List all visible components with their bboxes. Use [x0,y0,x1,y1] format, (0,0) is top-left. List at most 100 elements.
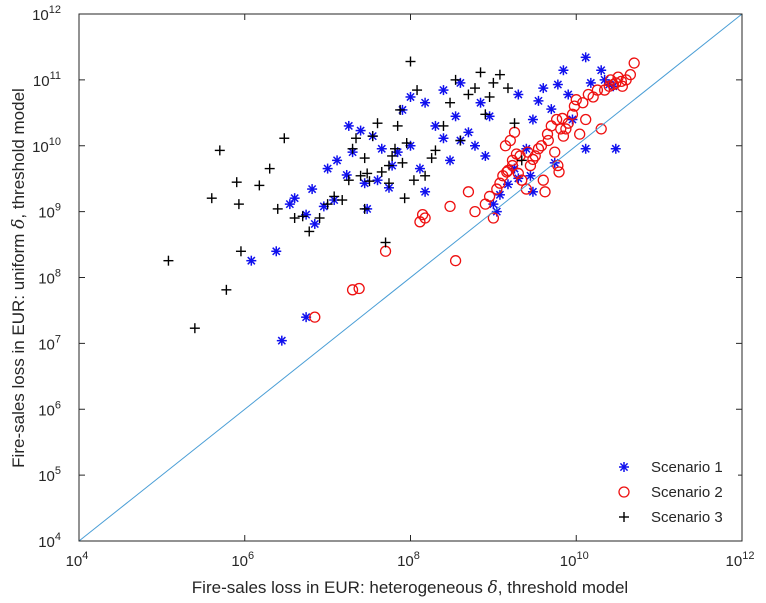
data-point-s1-34 [469,140,480,151]
data-point-s2-7 [444,200,456,213]
data-point-s2-41 [574,128,586,140]
data-point-s1-9 [307,184,318,195]
y-tick-label-7: 107 [38,333,61,353]
data-point-s3-21 [347,143,358,154]
data-point-s2-39 [566,108,579,120]
data-point-s3-42 [438,120,449,131]
data-point-s3-20 [343,175,354,186]
data-point-s1-37 [494,189,505,200]
axis-tick-labels: 104 106 108 1010 1012 104 105 106 107 108 109 1010 1… [32,4,754,570]
data-point-s3-40 [426,153,437,164]
data-point-s2-37 [557,130,570,142]
data-point-s3-32 [389,143,400,154]
data-point-s2-10 [469,205,481,218]
y-tick-label-8: 108 [38,268,61,288]
data-point-s3-24 [359,153,370,164]
x-tick-label-8: 108 [397,550,420,570]
data-point-s1-45 [552,79,563,90]
data-point-s2-29 [532,143,545,155]
data-point-s1-29 [438,133,449,144]
axis-ticks [78,13,743,542]
data-point-s1-47 [563,89,574,100]
legend-label-scenario-2: Scenario 2 [651,484,723,501]
data-point-s3-17 [322,199,333,210]
legend: Scenario 1 Scenario 2 Scenario 3 [590,454,738,536]
data-point-s2-59 [616,80,629,92]
data-point-s3-50 [484,91,495,102]
data-point-s3-51 [488,77,499,88]
data-point-s3-7 [235,246,246,257]
data-point-s1-68 [610,143,621,154]
x-tick-label-10: 1010 [560,550,589,570]
data-point-s1-0 [246,255,257,266]
x-tick-label-6: 106 [231,550,254,570]
data-point-s3-22 [351,133,362,144]
data-point-s3-2 [206,193,217,204]
data-point-s2-54 [624,69,637,81]
data-point-s2-68 [553,166,565,178]
data-point-s1-5 [289,193,300,204]
data-point-s2-9 [462,186,475,198]
y-axis-label: Fire-sales loss in EUR: uniform δ, thres… [9,88,29,468]
data-point-s3-54 [509,118,520,129]
data-point-s1-31 [450,111,461,122]
legend-symbol-3 [619,512,629,522]
x-tick-label-4: 104 [66,550,89,570]
data-point-s3-5 [231,177,242,188]
data-point-s1-46 [558,65,569,76]
data-point-s2-65 [560,123,572,135]
data-point-s2-60 [550,113,563,126]
data-point-s1-40 [521,143,532,154]
data-point-s2-58 [604,74,617,86]
legend-marker-scenario-2 [618,486,630,498]
data-point-s3-35 [397,157,408,168]
data-point-s3-59 [408,175,419,186]
data-point-s2-12 [483,190,496,203]
legend-marker-scenario-3 [619,512,629,522]
data-point-s3-28 [376,166,387,177]
data-point-s2-6 [419,212,431,224]
data-point-s2-56 [568,100,581,112]
data-point-s1-19 [355,125,366,136]
data-point-s1-50 [513,89,524,100]
data-point-s3-57 [383,178,394,189]
data-point-s3-19 [337,195,348,206]
data-point-s2-0 [309,311,321,323]
data-point-s2-67 [506,159,519,172]
data-point-s3-29 [380,237,391,248]
y-tick-label-11: 1011 [33,70,61,90]
data-point-s1-35 [480,150,491,161]
data-point-s2-26 [524,159,537,172]
data-point-s2-5 [416,208,429,221]
data-point-s3-47 [469,83,480,94]
data-point-s1-55 [438,85,449,96]
data-point-s3-16 [314,213,325,224]
legend-symbol-1 [619,462,629,472]
data-point-s3-15 [304,226,315,237]
data-point-s3-56 [364,176,375,187]
data-point-s1-17 [372,175,383,186]
y-tick-label-6: 106 [38,399,61,419]
data-point-s1-30 [445,155,456,166]
data-point-s1-59 [525,170,536,181]
data-point-s1-44 [546,104,557,115]
data-point-s1-56 [405,91,416,102]
series-3 [163,56,527,334]
data-point-s2-31 [539,186,551,198]
data-point-s3-10 [516,155,527,166]
data-point-s3-39 [420,170,431,181]
data-point-s2-34 [549,146,561,158]
data-point-s2-69 [556,112,569,125]
data-point-s1-51 [484,111,495,122]
legend-box [590,454,738,536]
legend-label-scenario-1: Scenario 1 [651,459,723,476]
data-point-s3-8 [254,180,265,191]
data-point-s2-64 [542,134,554,147]
data-marks [163,52,640,346]
data-point-s1-43 [538,83,549,94]
legend-label-scenario-3: Scenario 3 [651,509,723,526]
data-point-s3-30 [383,160,394,171]
data-point-s1-2 [276,335,287,346]
data-point-s1-64 [585,77,596,88]
